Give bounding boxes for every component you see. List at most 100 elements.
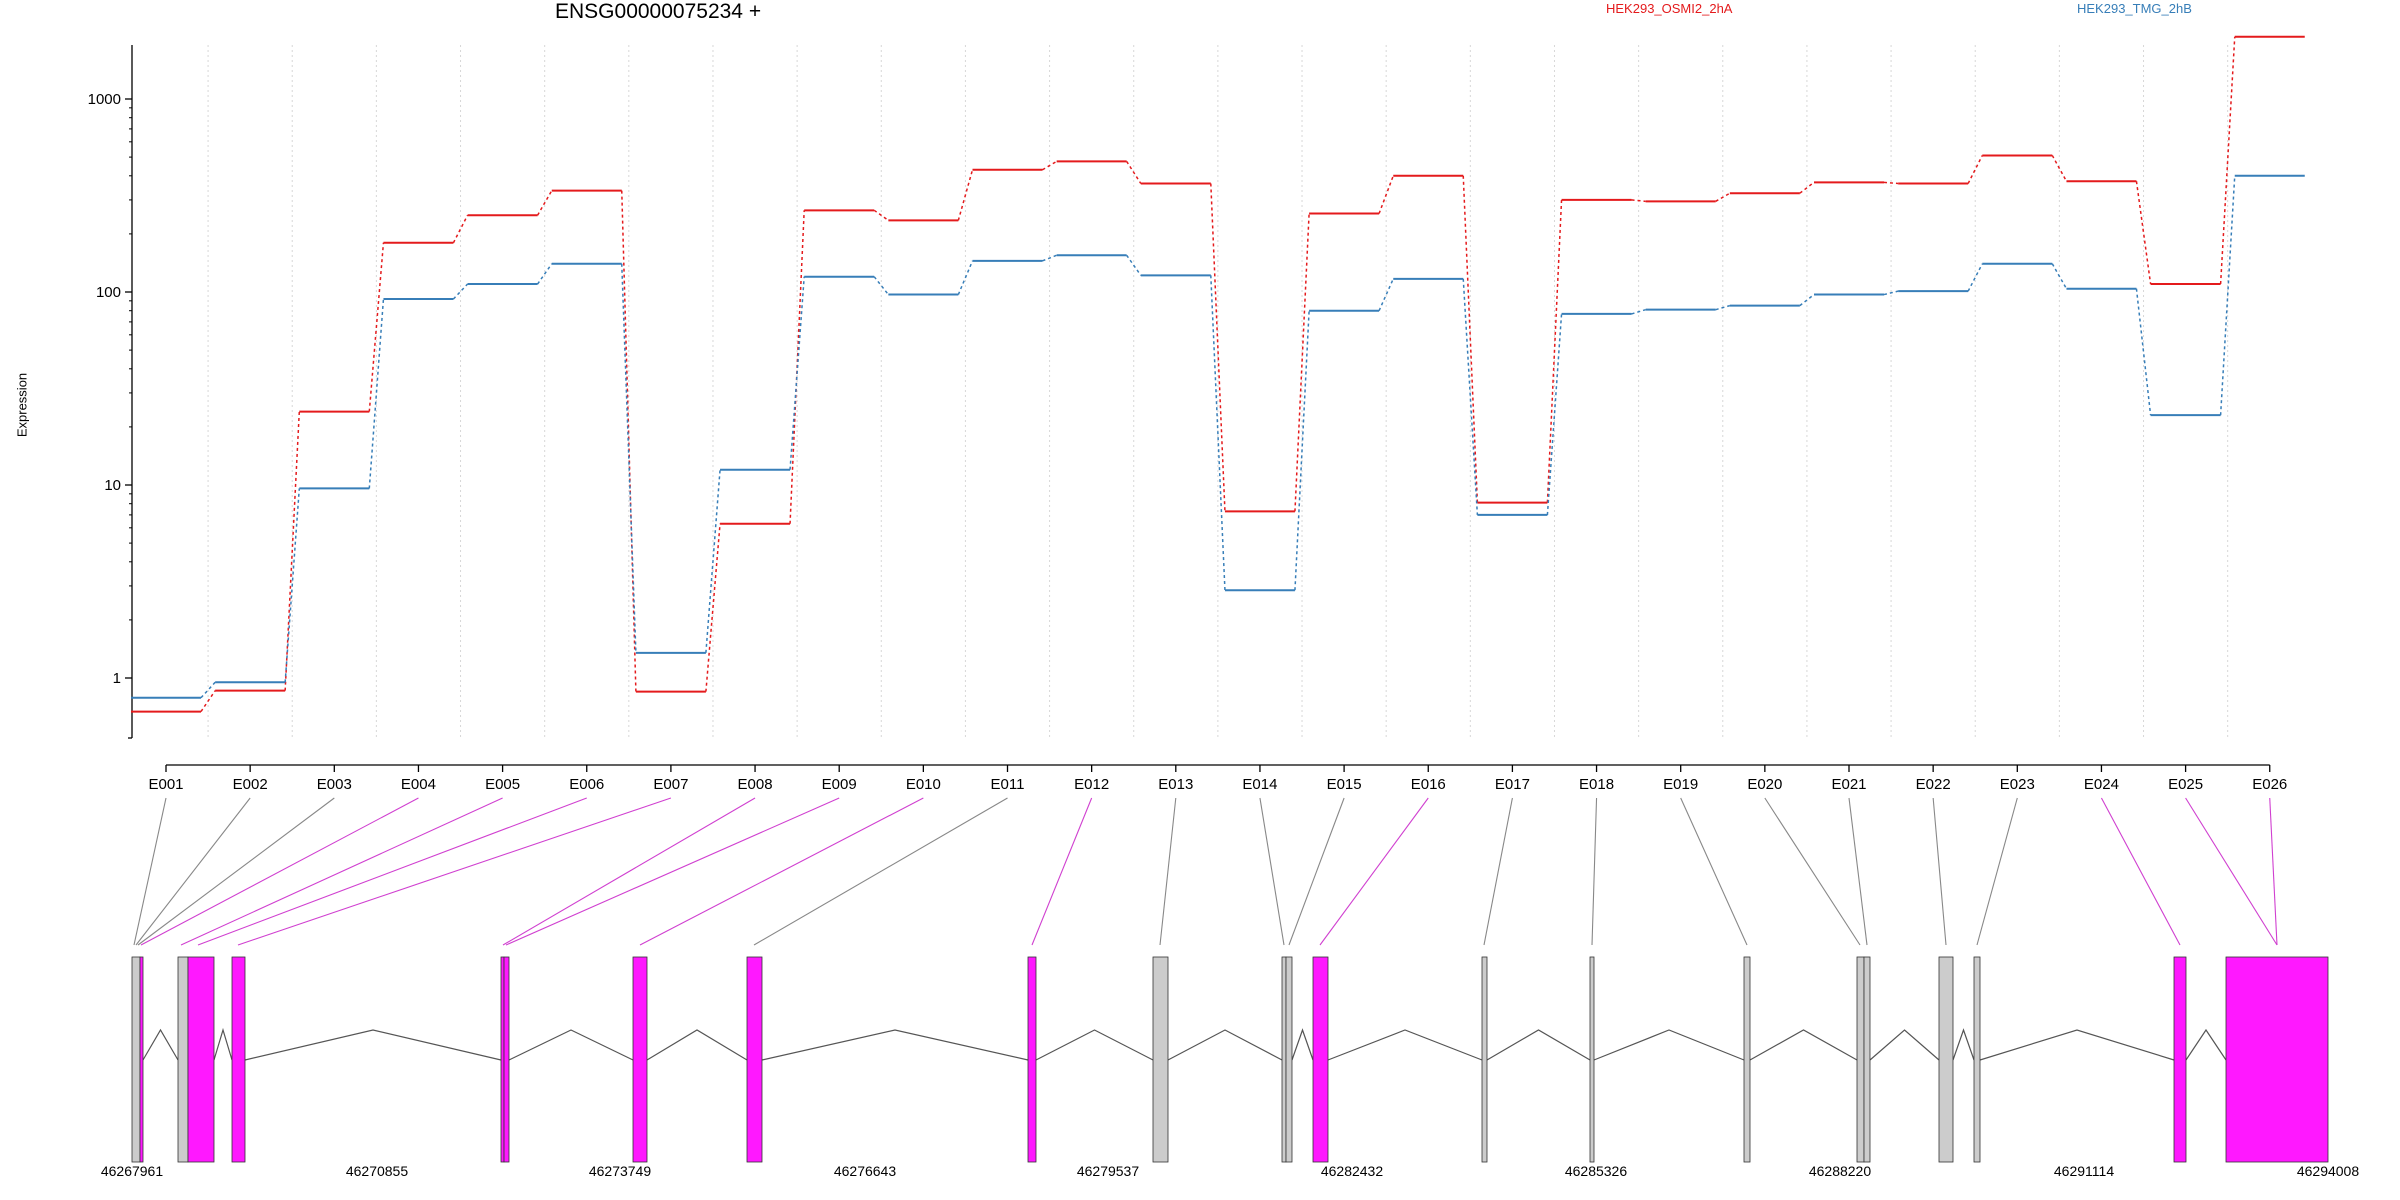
series-connector (1042, 254, 1057, 262)
x-tick-label: E021 (1831, 776, 1866, 793)
series-connector (1294, 310, 1310, 591)
series-b (131, 174, 2305, 699)
x-tick-label: E024 (2084, 776, 2119, 793)
exon-connector (1483, 797, 1513, 946)
exon-box (1285, 956, 1293, 1163)
genome-coordinate-label: 46270855 (346, 1163, 409, 1179)
connector-layer (133, 797, 2278, 946)
series-connector (1715, 304, 1731, 311)
exon-connector (1319, 797, 1429, 946)
exon-connector (505, 797, 840, 946)
exon-connector (140, 797, 419, 946)
intron-line (2185, 1028, 2227, 1061)
exon-connector (2269, 797, 2278, 946)
intron-line (1869, 1029, 1940, 1061)
exon-connector (180, 797, 503, 946)
genome-coordinate-label: 46285326 (1565, 1163, 1628, 1179)
series-connector (1967, 155, 1983, 184)
axis-layer: 1 10 100 1000 E001 E002 E003 E004 E005 E006 E007 E0… (88, 45, 2287, 793)
series-connector (873, 276, 889, 296)
intron-line (508, 1029, 634, 1061)
x-tick-label: E002 (233, 776, 268, 793)
series-connector (705, 469, 721, 653)
gene-model-layer: 46267961 46270855 46273749 46276643 46279537… (101, 956, 2359, 1179)
genome-coordinate-label: 46273749 (589, 1163, 652, 1179)
exon-box (1743, 956, 1751, 1163)
series-connector (200, 690, 216, 712)
exon-box (1152, 956, 1169, 1163)
intron-line (1952, 1028, 1975, 1061)
genome-coordinate-label: 46291114 (2054, 1163, 2114, 1179)
intron-line (1291, 1028, 1314, 1061)
series-connector (957, 169, 974, 221)
y-tick-label: 1000 (88, 91, 121, 108)
series-connector (1799, 181, 1815, 194)
exon-box (1863, 956, 1871, 1163)
series-connector (873, 209, 889, 221)
x-tick-label: E026 (2252, 776, 2287, 793)
exon-connector (135, 797, 251, 946)
x-tick-label: E013 (1158, 776, 1193, 793)
exon-box (632, 956, 648, 1163)
series-connector (1126, 160, 1142, 184)
series-connector (1546, 199, 1563, 503)
series-connector (536, 190, 553, 216)
intron-line (761, 1029, 1029, 1061)
x-tick-label: E010 (906, 776, 941, 793)
intron-line (1979, 1029, 2175, 1061)
y-tick-label: 10 (104, 477, 121, 494)
x-tick-label: E012 (1074, 776, 1109, 793)
exon-connector (1288, 797, 1345, 946)
intron-line (1749, 1029, 1858, 1061)
genome-coordinate-label: 46279537 (1077, 1163, 1140, 1179)
series-connector (2219, 36, 2236, 285)
exon-box (139, 956, 144, 1163)
x-tick-label: E008 (738, 776, 773, 793)
x-tick-label: E016 (1411, 776, 1446, 793)
y-tick-label: 100 (96, 284, 121, 301)
exon-box (231, 956, 246, 1163)
exon-box (1281, 956, 1287, 1163)
x-tick-label: E025 (2168, 776, 2203, 793)
series-connector (1378, 175, 1394, 214)
exon-connector (137, 797, 335, 946)
exon-box (177, 956, 189, 1163)
series-connector (957, 260, 974, 295)
series-connector (1883, 290, 1899, 296)
exon-connector (237, 797, 672, 946)
series-connector (1210, 275, 1226, 591)
intron-line (646, 1029, 748, 1061)
series-connector (2135, 181, 2152, 285)
x-tick-label: E005 (485, 776, 520, 793)
exon-box (503, 956, 510, 1163)
exon-connector (753, 797, 1008, 946)
exon-box (1312, 956, 1329, 1163)
series-connector (2051, 155, 2068, 182)
x-tick-label: E007 (653, 776, 688, 793)
exon-box (746, 956, 763, 1163)
series-connector (2219, 175, 2236, 416)
exon-box (131, 956, 141, 1163)
series-connector (284, 488, 301, 683)
exon-box (1481, 956, 1488, 1163)
intron-line (213, 1027, 233, 1061)
series-connector (789, 276, 805, 470)
x-tick-label: E001 (148, 776, 183, 793)
exon-connector (197, 797, 587, 946)
x-tick-label: E022 (1916, 776, 1951, 793)
intron-line (244, 1029, 502, 1061)
exon-connector (1031, 797, 1093, 946)
intron-line (1486, 1029, 1591, 1061)
x-tick-label: E004 (401, 776, 436, 793)
series-connector (452, 214, 469, 244)
exon-connector (133, 797, 167, 946)
series-layer (131, 35, 2305, 713)
x-tick-label: E015 (1327, 776, 1362, 793)
intron-line (1593, 1029, 1745, 1061)
exon-connector (1764, 797, 1861, 946)
x-tick-label: E014 (1242, 776, 1277, 793)
y-tick-label: 1 (113, 670, 121, 687)
chart-title: ENSG00000075234 + (555, 0, 762, 23)
exon-connector (2185, 797, 2278, 946)
